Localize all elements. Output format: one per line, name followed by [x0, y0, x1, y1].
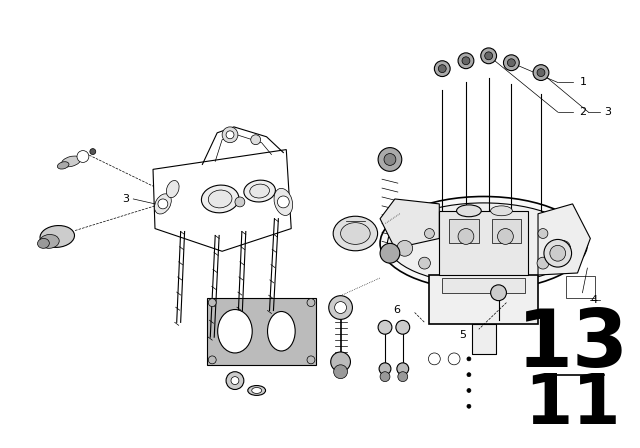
- Circle shape: [497, 228, 513, 244]
- Circle shape: [484, 52, 493, 60]
- Circle shape: [533, 65, 549, 81]
- Circle shape: [424, 228, 435, 238]
- Ellipse shape: [244, 180, 275, 202]
- Circle shape: [226, 372, 244, 389]
- Circle shape: [380, 243, 400, 263]
- Ellipse shape: [340, 223, 370, 244]
- Ellipse shape: [40, 225, 74, 247]
- Text: 2: 2: [579, 107, 587, 117]
- Circle shape: [208, 299, 216, 306]
- Circle shape: [329, 296, 353, 319]
- Circle shape: [90, 149, 96, 155]
- Ellipse shape: [268, 311, 295, 351]
- Circle shape: [397, 241, 413, 256]
- Ellipse shape: [456, 205, 481, 217]
- Circle shape: [467, 357, 471, 361]
- Circle shape: [251, 135, 260, 145]
- Bar: [566, 276, 595, 297]
- Text: 3: 3: [604, 107, 611, 117]
- Circle shape: [537, 257, 549, 269]
- Circle shape: [462, 57, 470, 65]
- Circle shape: [208, 356, 216, 364]
- Bar: [492, 219, 521, 243]
- Circle shape: [467, 388, 471, 392]
- Circle shape: [448, 353, 460, 365]
- Ellipse shape: [333, 216, 378, 251]
- Text: 6: 6: [394, 305, 401, 314]
- Text: 3: 3: [122, 194, 129, 204]
- Circle shape: [467, 404, 471, 408]
- Circle shape: [550, 246, 566, 261]
- Circle shape: [398, 372, 408, 382]
- Bar: [442, 278, 525, 293]
- Circle shape: [537, 69, 545, 77]
- Circle shape: [508, 59, 515, 67]
- Circle shape: [378, 148, 402, 171]
- Ellipse shape: [380, 197, 588, 290]
- Circle shape: [231, 377, 239, 384]
- Ellipse shape: [208, 190, 232, 208]
- Bar: [429, 275, 538, 324]
- Circle shape: [458, 53, 474, 69]
- Circle shape: [307, 299, 315, 306]
- Text: 11: 11: [524, 371, 621, 438]
- Polygon shape: [380, 199, 439, 248]
- Ellipse shape: [166, 181, 179, 198]
- Circle shape: [435, 61, 450, 77]
- Text: 13: 13: [516, 306, 628, 384]
- Text: 5: 5: [459, 330, 466, 340]
- Circle shape: [467, 373, 471, 377]
- Circle shape: [384, 154, 396, 165]
- Polygon shape: [538, 204, 590, 275]
- Ellipse shape: [491, 206, 513, 216]
- Circle shape: [226, 131, 234, 139]
- Circle shape: [555, 241, 571, 256]
- Circle shape: [458, 228, 474, 244]
- Ellipse shape: [40, 234, 60, 248]
- Circle shape: [491, 285, 506, 301]
- Circle shape: [379, 363, 391, 375]
- Ellipse shape: [218, 310, 252, 353]
- Circle shape: [538, 228, 548, 238]
- Circle shape: [333, 365, 348, 379]
- Polygon shape: [153, 150, 291, 251]
- Circle shape: [481, 48, 497, 64]
- Ellipse shape: [58, 162, 69, 169]
- Circle shape: [504, 55, 519, 71]
- Circle shape: [335, 302, 346, 314]
- Circle shape: [158, 199, 168, 209]
- Circle shape: [222, 127, 238, 142]
- Ellipse shape: [252, 388, 262, 393]
- Bar: [472, 324, 495, 354]
- Circle shape: [331, 352, 351, 372]
- Circle shape: [419, 257, 431, 269]
- Ellipse shape: [61, 156, 81, 167]
- Ellipse shape: [154, 194, 172, 214]
- Circle shape: [380, 372, 390, 382]
- Bar: [207, 297, 316, 365]
- Circle shape: [277, 196, 289, 208]
- Circle shape: [235, 197, 245, 207]
- Ellipse shape: [248, 386, 266, 396]
- Bar: [449, 219, 479, 243]
- Ellipse shape: [38, 238, 49, 248]
- Circle shape: [397, 363, 409, 375]
- Ellipse shape: [250, 184, 269, 198]
- Circle shape: [544, 239, 572, 267]
- Circle shape: [307, 356, 315, 364]
- Circle shape: [396, 320, 410, 334]
- Ellipse shape: [202, 185, 239, 213]
- Circle shape: [428, 353, 440, 365]
- Text: 1: 1: [579, 78, 586, 87]
- Circle shape: [438, 65, 446, 73]
- Ellipse shape: [274, 188, 292, 215]
- Text: 4: 4: [590, 295, 598, 305]
- Circle shape: [378, 320, 392, 334]
- Bar: [439, 211, 528, 275]
- Ellipse shape: [387, 203, 580, 284]
- Circle shape: [77, 151, 89, 163]
